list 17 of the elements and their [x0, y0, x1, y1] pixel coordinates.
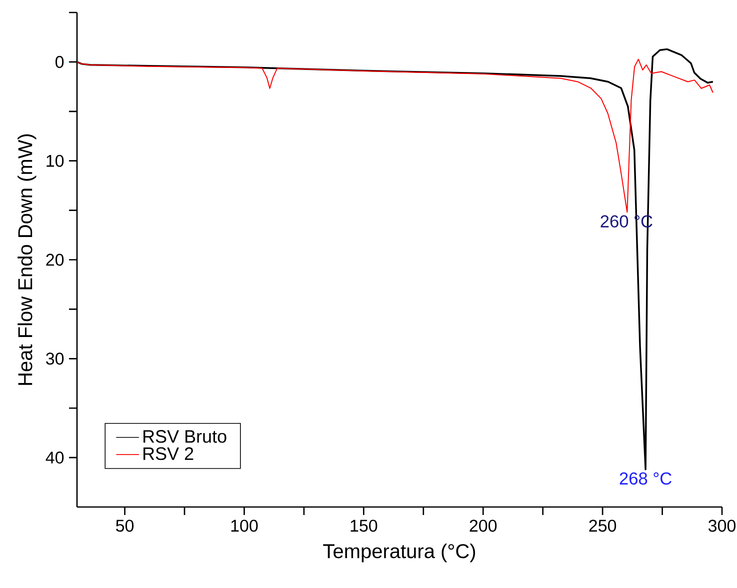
x-tick-label: 100 [231, 520, 258, 532]
legend-label: RSV Bruto [144, 430, 226, 443]
y-tick-label: 40 [46, 452, 64, 464]
y-tick-label: 20 [46, 254, 64, 266]
y-tick-label: 0 [56, 56, 64, 68]
line-series [77, 58, 714, 213]
x-tick-label: 150 [350, 520, 378, 532]
x-tick-label: 250 [589, 520, 616, 532]
x-axis-title: Temperatura (°C) [323, 544, 476, 562]
annotation: 268 °C [620, 472, 672, 485]
x-tick-label: 200 [470, 520, 497, 532]
y-tick-label: 30 [46, 352, 64, 365]
y-tick-label: 10 [46, 154, 64, 167]
y-axis-title: Heat Flow Endo Down (mW) [18, 134, 36, 385]
x-tick-label: 50 [116, 520, 134, 532]
x-tick-label: 300 [708, 520, 736, 532]
legend-label: RSV 2 [144, 447, 194, 460]
